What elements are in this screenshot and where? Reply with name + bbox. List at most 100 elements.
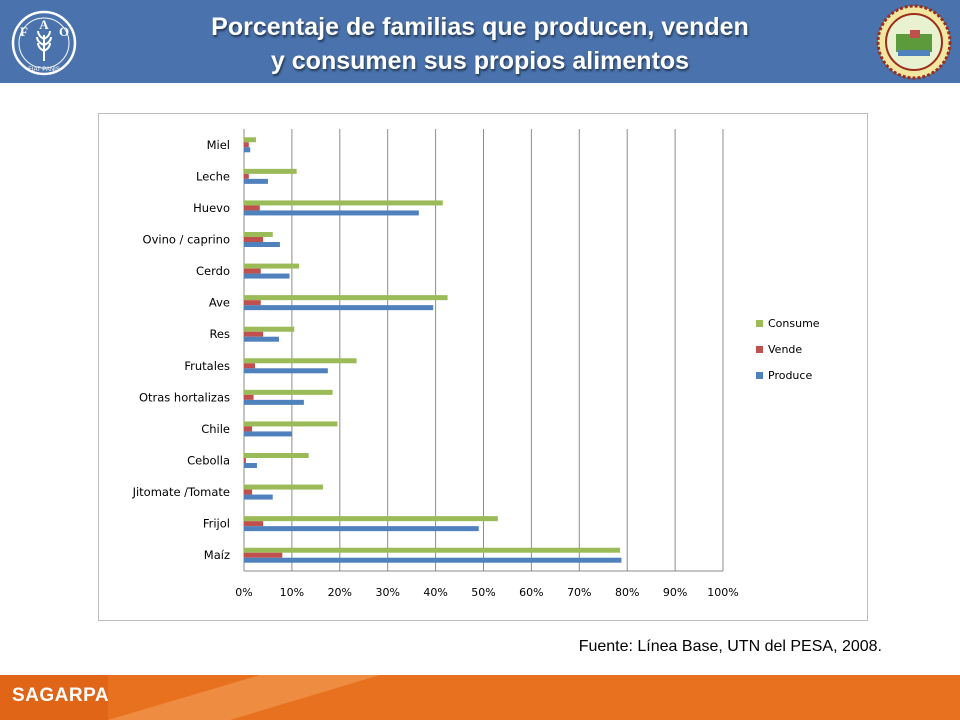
bar-vende: [244, 268, 261, 274]
x-tick-label: 90%: [663, 586, 687, 599]
bar-vende: [244, 237, 264, 242]
x-tick-label: 50%: [471, 586, 495, 599]
chart-legend: Consume Vende Produce: [756, 317, 820, 382]
seal-field-icon: [896, 34, 932, 52]
bar-produce: [244, 431, 292, 437]
bar-vende: [244, 205, 260, 211]
category-label: Miel: [207, 138, 230, 152]
bar-consume: [244, 516, 498, 522]
bar-vende: [244, 458, 246, 463]
bar-consume: [244, 389, 333, 395]
legend-label: Vende: [768, 343, 802, 356]
bar-vende: [244, 173, 249, 179]
fao-logo-letter-a: A: [39, 17, 49, 32]
bar-vende: [244, 142, 249, 148]
category-label: Ovino / caprino: [143, 233, 230, 247]
bar-consume: [244, 263, 300, 269]
bar-vende: [244, 489, 253, 495]
bar-consume: [244, 453, 309, 458]
category-label: Chile: [201, 422, 230, 436]
bar-vende: [244, 300, 261, 306]
bar-produce: [244, 242, 280, 247]
bar-produce: [244, 178, 268, 184]
fao-logo-inner-ring: [18, 17, 70, 69]
x-tick-label: 10%: [280, 586, 304, 599]
x-tick-label: 30%: [375, 586, 399, 599]
fao-logo: F A O FIAT PANIS: [11, 10, 77, 76]
x-tick-label: 80%: [615, 586, 639, 599]
bar-vende: [244, 363, 256, 369]
chart-bars: [244, 137, 622, 563]
fao-logo-letter-o: O: [59, 24, 69, 39]
bar-produce: [244, 368, 328, 374]
bar-chart: Miel Leche Huevo Ovino / caprino Cerdo Ave Res…: [132, 129, 820, 599]
legend-label: Produce: [768, 369, 812, 382]
source-note: Fuente: Línea Base, UTN del PESA, 2008.: [578, 638, 882, 655]
category-label: Cerdo: [196, 264, 230, 278]
category-label: Otras hortalizas: [139, 390, 230, 404]
seal-house-icon: [910, 30, 920, 38]
wheat-icon: [36, 30, 52, 61]
bar-produce: [244, 305, 434, 311]
x-tick-label: 70%: [567, 586, 591, 599]
bar-consume: [244, 137, 256, 143]
bar-produce: [244, 147, 251, 153]
bar-produce: [244, 526, 479, 532]
category-label: Leche: [196, 169, 230, 183]
legend-swatch: [756, 346, 763, 353]
legend-label: Consume: [768, 317, 820, 330]
bar-consume: [244, 295, 448, 301]
footer-highlight-band: [108, 675, 380, 720]
category-label: Frijol: [203, 517, 230, 531]
legend-swatch: [756, 320, 763, 327]
category-label: Jitomate /Tomate: [132, 485, 230, 499]
fao-logo-letter-f: F: [20, 24, 28, 39]
bar-vende: [244, 331, 264, 337]
bar-consume: [244, 200, 443, 206]
x-tick-labels: 0% 10% 20% 30% 40% 50% 60% 70% 80% 90% 100%: [235, 586, 738, 599]
category-label: Maíz: [204, 548, 230, 562]
header-bar: [0, 0, 960, 83]
page-title: Porcentaje de familias que producen, ven…: [120, 10, 840, 78]
category-labels: Miel Leche Huevo Ovino / caprino Cerdo Ave Res…: [132, 138, 230, 562]
category-label: Res: [209, 327, 230, 341]
bar-consume: [244, 326, 295, 332]
sagarpa-brand: SAGARPA: [12, 685, 110, 706]
gridlines: [243, 129, 724, 572]
bar-vende: [244, 552, 283, 558]
chart-frame: Miel Leche Huevo Ovino / caprino Cerdo Ave Res…: [98, 113, 868, 621]
category-label: Ave: [209, 296, 230, 310]
bar-produce: [244, 210, 419, 216]
bar-vende: [244, 394, 254, 400]
seal-logo: [876, 4, 952, 80]
x-tick-label: 100%: [707, 586, 738, 599]
seal-water-icon: [898, 50, 930, 56]
x-tick-label: 40%: [423, 586, 447, 599]
bar-consume: [244, 358, 357, 364]
bar-produce: [244, 273, 290, 279]
bar-consume: [244, 484, 324, 490]
bar-consume: [244, 168, 297, 174]
bar-consume: [244, 547, 621, 553]
x-tick-label: 0%: [235, 586, 252, 599]
bar-consume: [244, 232, 273, 237]
category-label: Cebolla: [187, 454, 230, 468]
bar-produce: [244, 399, 304, 405]
bar-produce: [244, 494, 273, 500]
page-title-line-2: y consumen sus propios alimentos: [270, 47, 690, 75]
bar-consume: [244, 421, 338, 427]
category-label: Frutales: [184, 359, 230, 373]
category-label: Huevo: [193, 201, 230, 215]
legend-swatch: [756, 372, 763, 379]
page-title-line-1: Porcentaje de familias que producen, ven…: [211, 13, 749, 41]
bar-vende: [244, 521, 264, 527]
bar-produce: [244, 336, 279, 342]
bar-vende: [244, 426, 253, 432]
fao-logo-motto: FIAT PANIS: [28, 67, 60, 73]
x-tick-label: 60%: [519, 586, 543, 599]
fao-logo-ring: [11, 10, 77, 76]
x-tick-label: 20%: [328, 586, 352, 599]
bar-produce: [244, 557, 622, 563]
footer-orange-band: [0, 675, 960, 720]
bar-produce: [244, 463, 257, 468]
